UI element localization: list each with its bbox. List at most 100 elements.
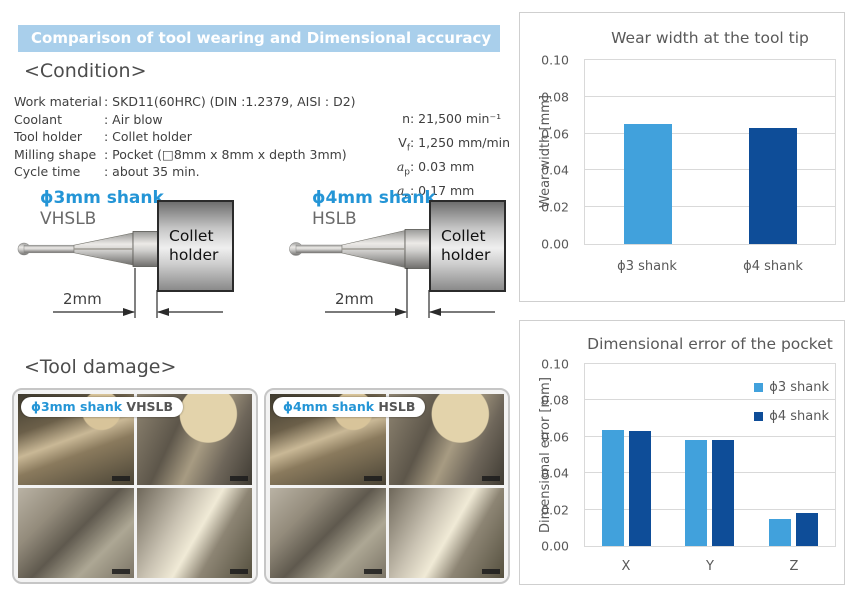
collet-holder-label-line2: holder [169, 246, 219, 264]
y-tick-label: 0.00 [541, 538, 569, 554]
tool-series-label: VHSLB [40, 209, 97, 229]
bar-series [585, 60, 835, 244]
legend-swatch [754, 412, 764, 421]
scale-bar [230, 569, 248, 574]
parameter-symbol: ap [396, 159, 410, 178]
tool-damage-panel-phi3: ϕ3mm shank VHSLB [12, 388, 258, 584]
y-tick-label: 0.06 [541, 429, 569, 445]
legend-label: ϕ4 shank [769, 409, 829, 424]
condition-label: Coolant [14, 111, 62, 127]
category-label: ϕ3 shank [617, 259, 677, 274]
page-title: Comparison of tool wearing and Dimension… [18, 25, 500, 52]
grid-line [585, 169, 835, 171]
bar-group [710, 60, 835, 244]
y-tick-label: 0.08 [541, 89, 569, 105]
dimension-annotation [325, 268, 495, 318]
damage-photo [18, 487, 134, 578]
dimension-annotation [53, 268, 223, 318]
dimension-label: 2mm [63, 290, 102, 308]
y-tick-label: 0.06 [541, 126, 569, 142]
condition-label: Tool holder [14, 129, 83, 144]
grid-line [585, 132, 835, 134]
grid-line [585, 472, 835, 474]
condition-table: Work material : SKD11(60HRC) (DIN :1.237… [14, 93, 356, 181]
collet-holder-label-line2: holder [441, 246, 491, 264]
bar [768, 518, 791, 546]
shank-size-label: ϕ3mm shank [40, 188, 164, 208]
parameter-row: ap : 0.03 mm [384, 158, 510, 182]
parameter-value: : 0.17 mm [410, 183, 475, 198]
plot-area: 0.00 0.02 0.04 0.06 0.08 0.10 ϕ3 shank ϕ4 shan… [541, 357, 836, 554]
grid-line [585, 508, 835, 510]
y-tick-label: 0.04 [541, 162, 569, 178]
bar-group [585, 364, 668, 546]
scale-bar [363, 475, 382, 481]
bar-group [668, 364, 751, 546]
y-tick-label: 0.08 [541, 392, 569, 408]
y-axis-ticks: 0.00 0.02 0.04 0.06 0.08 0.10 [527, 357, 577, 554]
parameter-value: : 1,250 mm/min [410, 135, 511, 150]
scale-bar [111, 569, 130, 574]
category-label: ϕ4 shank [743, 259, 803, 274]
parameter-value: : 0.03 mm [410, 159, 475, 174]
bar-group [585, 60, 710, 244]
photo-caption-pill: ϕ3mm shank VHSLB [21, 397, 184, 417]
chart-title: Dimensional error of the pocket [587, 335, 833, 353]
y-tick-label: 0.10 [541, 356, 569, 372]
bar [623, 124, 672, 244]
photo-caption-series: VHSLB [126, 399, 174, 414]
collet-holder-label-line1: Collet [169, 227, 214, 245]
damage-photo [388, 487, 504, 578]
condition-value: : Air blow [104, 111, 163, 127]
tool-diagram-phi4: ϕ4mm shank HSLB Collet holder [287, 188, 537, 338]
tool-series-label: HSLB [312, 209, 357, 229]
scale-bar [482, 475, 500, 481]
bar [629, 431, 652, 546]
condition-label: Cycle time [14, 164, 81, 179]
condition-value: : about 35 min. [104, 164, 200, 179]
chart-legend: ϕ3 shank ϕ4 shank [752, 380, 831, 424]
y-axis-ticks: 0.00 0.02 0.04 0.06 0.08 0.10 [527, 53, 577, 252]
damage-photo [270, 487, 386, 578]
tool-diagram-phi3: ϕ3mm shank VHSLB Collet holder [15, 188, 265, 338]
x-axis-categories: X Y Z [584, 559, 836, 574]
parameter-symbol: ae [397, 183, 410, 202]
collet-holder-box: Collet holder [429, 200, 506, 292]
scale-bar [363, 569, 382, 574]
grid-line [585, 399, 835, 401]
collet-holder-box: Collet holder [157, 200, 234, 292]
scale-bar [230, 475, 248, 481]
bar [748, 128, 797, 244]
photo-caption-shank: ϕ4mm shank [283, 399, 375, 414]
scale-bar [111, 475, 130, 481]
condition-row: Cycle time : about 35 min. [14, 163, 356, 181]
bar-series [585, 364, 835, 546]
legend-item: ϕ4 shank [752, 409, 831, 424]
dimensional-error-chart: Dimensional error of the pocket Dimensio… [519, 320, 845, 585]
condition-value: : SKD11(60HRC) (DIN :1.2379, AISI : D2) [104, 94, 356, 109]
legend-label: ϕ3 shank [769, 380, 829, 395]
category-label: X [621, 559, 631, 574]
condition-label: Work material [14, 94, 102, 109]
category-label: Y [706, 559, 714, 574]
bar [712, 440, 735, 546]
scale-bar [482, 569, 500, 574]
category-label: Z [789, 559, 799, 574]
grid-line [585, 206, 835, 208]
grid-line [585, 95, 835, 97]
grid-line [585, 435, 835, 437]
condition-heading: <Condition> [24, 60, 147, 82]
parameter-symbol: n [402, 111, 410, 126]
y-tick-label: 0.00 [541, 236, 569, 252]
condition-value: : Pocket (□8mm x 8mm x depth 3mm) [104, 146, 347, 162]
y-tick-label: 0.04 [541, 465, 569, 481]
bar [795, 513, 818, 546]
legend-item: ϕ3 shank [752, 380, 831, 395]
cutting-parameters: n : 21,500 min⁻¹ Vf : 1,250 mm/min ap : … [384, 110, 510, 206]
parameter-row: n : 21,500 min⁻¹ [384, 110, 510, 134]
bar [602, 429, 625, 546]
chart-title: Wear width at the tool tip [611, 29, 809, 47]
condition-value: : Collet holder [104, 129, 192, 144]
photo-caption-shank: ϕ3mm shank [31, 399, 123, 414]
